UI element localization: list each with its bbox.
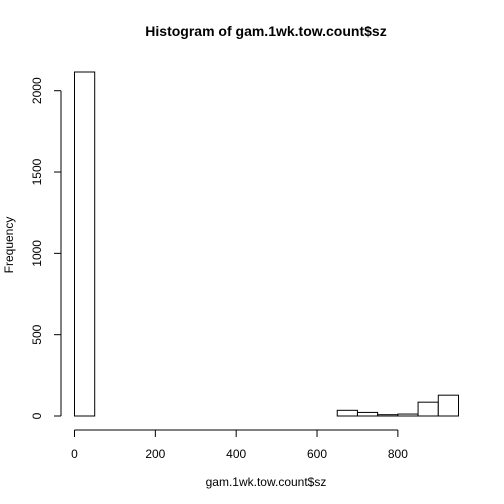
x-tick-label: 400 — [226, 447, 246, 461]
y-tick-label: 500 — [30, 324, 44, 344]
y-tick-label: 1000 — [30, 240, 44, 267]
y-tick-label: 0 — [30, 412, 44, 419]
x-tick-label: 600 — [307, 447, 327, 461]
y-axis-label: Frequency — [2, 217, 16, 274]
x-tick-label: 800 — [388, 447, 408, 461]
histogram-bar-15 — [377, 414, 399, 417]
histogram-bar-17 — [417, 401, 439, 417]
y-tick-label: 1500 — [30, 158, 44, 185]
chart-title: Histogram of gam.1wk.tow.count$sz — [145, 23, 386, 39]
histogram-bar-14 — [356, 411, 379, 417]
x-axis: 0 200 400 600 800 — [71, 429, 408, 461]
x-axis-label: gam.1wk.tow.count$sz — [206, 475, 327, 489]
histogram-bar-13 — [336, 409, 358, 417]
y-axis: 0 500 1000 1500 2000 — [30, 77, 62, 419]
histogram-bar-16 — [397, 413, 419, 417]
x-tick-label: 0 — [71, 447, 78, 461]
x-tick-label: 200 — [145, 447, 165, 461]
histogram-bar-0 — [74, 71, 96, 417]
histogram-bar-18 — [437, 394, 459, 417]
histogram-bars — [74, 71, 459, 417]
y-tick-label: 2000 — [30, 77, 44, 104]
